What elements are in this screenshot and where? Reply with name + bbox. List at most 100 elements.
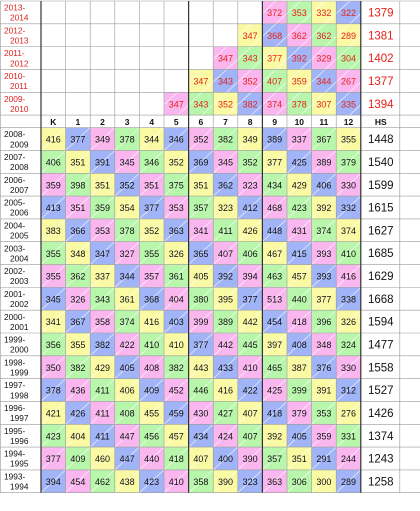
stripe-line [41,195,361,493]
enrollment-value: 407 [193,454,208,464]
stripe-line [41,149,361,448]
column-header: 4 [149,117,154,127]
stripe-line [41,104,361,403]
enrollment-value: 406 [316,180,331,190]
enrollment-value: 382 [95,340,110,350]
enrollment-value: 326 [70,294,85,304]
enrollment-value: 418 [169,454,184,464]
enrollment-value: 350 [46,363,61,373]
header-row: K 1 2 3 4 5 6 7 8 9 10 11 12 HS [50,117,387,127]
hs-total-value: 1394 [368,99,394,111]
enrollment-value: 337 [95,272,110,282]
enrollment-value: 347 [95,249,110,259]
enrollment-value: 392 [292,54,307,64]
cohort-cell [336,1,361,24]
enrollment-value: 332 [316,8,331,18]
enrollment-value: 393 [316,272,331,282]
enrollment-value: 348 [316,340,331,350]
enrollment-value: 391 [95,158,110,168]
enrollment-value: 345 [218,158,233,168]
cohort-cell [336,23,361,47]
enrollment-value: 399 [292,386,307,396]
enrollment-value: 359 [316,431,331,441]
enrollment-value: 405 [292,431,307,441]
enrollment-value: 354 [120,203,135,213]
cohort-cell [311,92,337,116]
enrollment-value: 363 [267,477,282,487]
enrollment-value: 413 [46,203,61,213]
hs-total-value: 1374 [368,431,394,443]
year-label: 2012 [10,58,29,68]
year-label: 1996 [10,436,29,446]
hs-total-value: 1381 [368,30,394,42]
enrollment-value: 324 [341,340,356,350]
enrollment-value: 382 [169,363,184,373]
cohort-cell [311,23,337,47]
stripe-line [41,1,252,197]
enrollment-value: 378 [292,99,307,109]
stripe-line [41,1,301,243]
stripe-line [41,127,361,425]
enrollment-value: 407 [243,409,258,419]
enrollment-value: 343 [95,294,110,304]
enrollment-value: 349 [243,135,258,145]
year-label: 1999 [10,367,29,377]
enrollment-value: 363 [169,226,184,236]
enrollment-value: 429 [95,363,110,373]
enrollment-value: 352 [120,180,135,190]
enrollment-value: 353 [316,409,331,419]
enrollment-value: 452 [169,386,184,396]
enrollment-value: 355 [70,340,85,350]
enrollment-value: 276 [341,409,356,419]
enrollment-value: 418 [267,409,282,419]
hs-total-value: 1402 [368,53,394,65]
enrollment-value: 394 [243,272,258,282]
enrollment-value: 410 [341,249,356,259]
enrollment-value: 425 [267,386,282,396]
enrollment-value: 392 [316,203,331,213]
enrollment-value: 410 [169,340,184,350]
year-label: 2013- [4,3,25,13]
year-label: 2001 [10,322,29,332]
enrollment-value: 447 [120,431,135,441]
enrollment-value: 244 [341,454,356,464]
enrollment-value: 416 [341,272,356,282]
enrollment-value: 455 [144,409,159,419]
year-label: 2008 [10,162,29,172]
stripe-line [89,241,361,493]
enrollment-value: 326 [341,317,356,327]
enrollment-value: 377 [46,454,61,464]
cohort-cell [237,69,263,93]
enrollment-value: 421 [46,409,61,419]
enrollment-value: 389 [267,135,282,145]
year-label: 2000- [4,312,25,322]
enrollment-value: 353 [95,226,110,236]
year-label: 1997 [10,413,29,423]
enrollment-value: 355 [341,135,356,145]
cohort-cell [287,46,312,70]
cohort-cell [213,69,238,93]
column-header: 5 [174,117,179,127]
hs-total-value: 1594 [368,317,394,329]
stripe-line [41,172,361,471]
year-label: 2011- [4,48,25,58]
stripe-line [41,81,361,380]
year-label: 1994- [4,449,25,459]
enrollment-value: 355 [144,249,159,259]
enrollment-value: 374 [341,226,356,236]
enrollment-value: 347 [218,54,233,64]
enrollment-value: 341 [193,226,208,236]
enrollment-value: 331 [341,431,356,441]
enrollment-value: 434 [267,180,282,190]
enrollment-value: 454 [70,477,85,487]
enrollment-value: 416 [144,317,159,327]
enrollment-value: 459 [169,409,184,419]
enrollment-value: 345 [120,158,135,168]
year-label: 2003 [10,276,29,286]
stripe-line [139,286,361,493]
enrollment-value: 377 [144,203,159,213]
enrollment-value: 408 [120,409,135,419]
enrollment-value: 513 [267,294,282,304]
hs-total-value: 1426 [368,408,394,420]
